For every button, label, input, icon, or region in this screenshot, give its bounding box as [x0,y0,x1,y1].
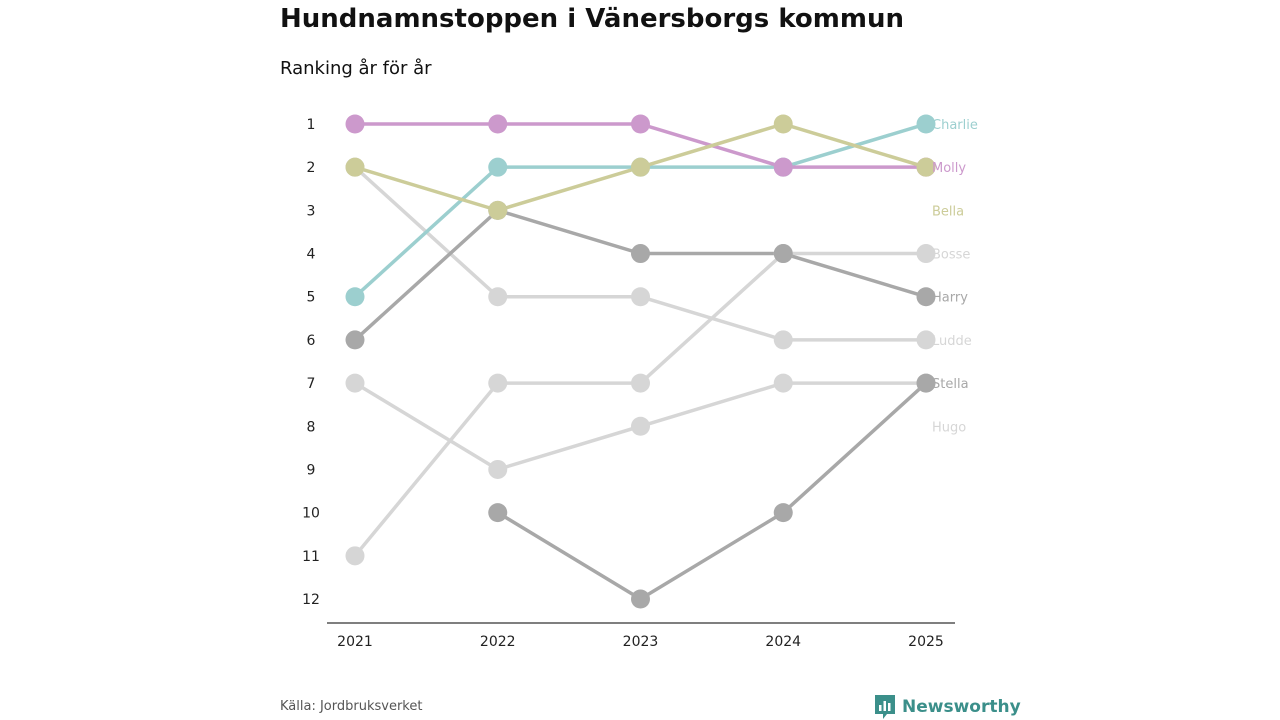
series-label-bella: Bella [932,204,964,219]
series-point-stella [773,503,793,523]
y-tick-label: 11 [302,549,320,565]
series-point-harry [916,287,936,307]
y-tick-label: 7 [307,376,316,392]
series-point-bella [916,157,936,177]
y-tick-label: 6 [307,333,316,349]
series-point-harry [773,244,793,264]
source-note: Källa: Jordbruksverket [280,699,423,714]
series-point-hugo [488,459,508,479]
y-tick-label: 9 [307,462,316,478]
series-point-stella [916,373,936,393]
series-points [345,114,936,609]
series-label-bosse: Bosse [932,248,970,263]
series-point-bosse [345,546,365,566]
series-point-bosse [488,373,508,393]
series-line-harry [353,208,928,342]
x-tick-label: 2024 [765,634,801,650]
series-point-ludde [773,330,793,350]
y-tick-label: 8 [307,419,316,435]
series-point-bella [631,157,650,177]
series-label-ludde: Ludde [932,334,972,349]
series-point-stella [488,503,508,523]
series-point-charlie [488,157,508,177]
series-point-harry [345,330,365,350]
series-lines [353,122,928,601]
series-point-bosse [631,373,650,393]
series-point-bella [773,114,793,134]
series-point-molly [773,157,793,177]
x-tick-label: 2023 [623,634,659,650]
series-label-harry: Harry [932,291,968,306]
brand-logo: Newsworthy [874,694,1021,720]
x-axis-ticks: 2021 2022 2023 2024 2025 [337,634,944,650]
y-tick-label: 10 [302,506,320,522]
series-label-molly: Molly [932,161,966,176]
series-point-molly [345,114,365,134]
series-point-ludde [916,330,936,350]
series-point-hugo [345,373,365,393]
series-point-stella [631,589,650,609]
series-point-harry [631,244,650,264]
series-point-ludde [631,287,650,307]
series-point-ludde [488,287,508,307]
y-tick-label: 5 [307,290,316,306]
series-point-bosse [916,244,936,264]
y-tick-label: 12 [302,592,320,608]
x-tick-label: 2022 [480,634,516,650]
y-tick-label: 1 [307,117,316,133]
series-point-hugo [773,373,793,393]
series-point-molly [488,114,508,134]
series-label-charlie: Charlie [932,118,978,133]
x-tick-label: 2025 [908,634,944,650]
series-point-bella [488,200,508,220]
chart-subtitle: Ranking år för år [280,58,432,79]
series-end-labels: Charlie Molly Bella Bosse Harry Ludde Stella Hu… [932,118,978,435]
series-point-hugo [631,416,650,436]
series-line-stella [496,381,928,601]
series-point-charlie [916,114,936,134]
series-point-charlie [345,287,365,307]
y-tick-label: 2 [307,160,316,176]
brand-name: Newsworthy [902,697,1021,717]
series-point-bella [345,157,365,177]
series-label-stella: Stella [932,377,969,392]
y-tick-label: 4 [307,247,316,263]
x-tick-label: 2021 [337,634,373,650]
chart-title: Hundnamnstoppen i Vänersborgs kommun [280,4,904,34]
newsworthy-logo-icon [875,695,895,719]
series-label-hugo: Hugo [932,420,966,435]
series-point-molly [631,114,650,134]
y-tick-label: 3 [307,203,316,219]
